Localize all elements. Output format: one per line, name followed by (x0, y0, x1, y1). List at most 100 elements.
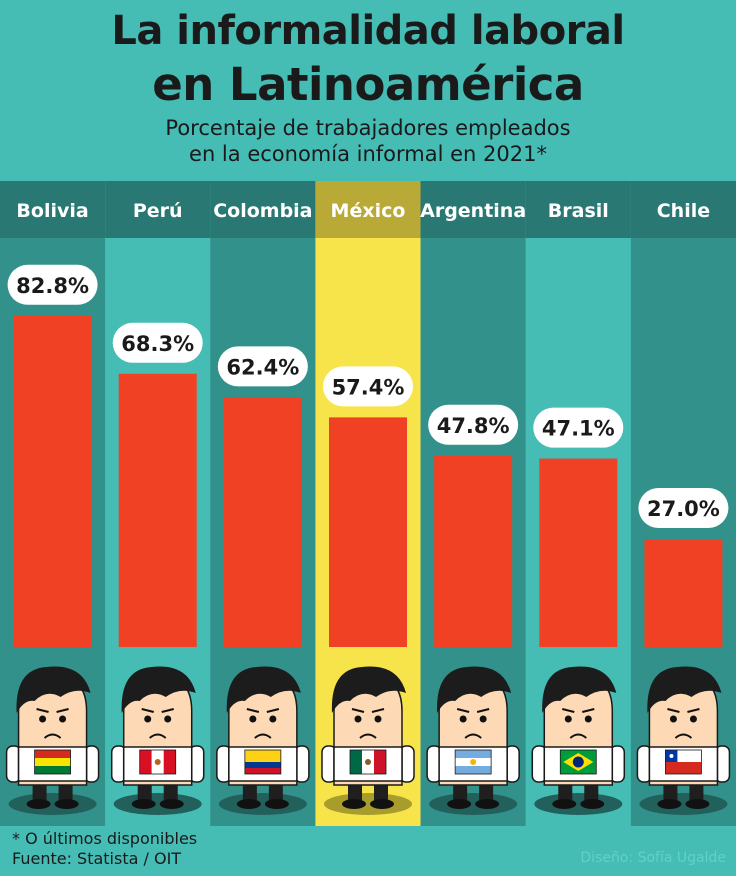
chart-title-line1: La informalidad laboral (111, 8, 625, 54)
flag-border (559, 749, 597, 775)
argentina-flag (454, 749, 492, 775)
worker-figure-icon (5, 666, 100, 815)
eye-right (584, 715, 592, 723)
eye-right (479, 715, 487, 723)
flag-stripe (244, 762, 281, 768)
footer-notes: * O últimos disponibles Fuente: Statista… (12, 829, 197, 869)
flag-stripe (139, 750, 152, 774)
colombia-flag (244, 749, 282, 775)
flag-border (139, 749, 177, 775)
flag-stripe (374, 750, 386, 774)
brow-right (687, 708, 700, 713)
value-label: 27.0% (647, 497, 720, 521)
frown-mouth (569, 733, 587, 739)
shoe-left (657, 799, 682, 809)
category-label: Argentina (420, 200, 526, 222)
eye-left (39, 715, 47, 723)
flag-border (34, 749, 71, 775)
brow-right (476, 708, 490, 713)
chart-title-line2: en Latinoamérica (152, 58, 584, 111)
category-header-band (315, 181, 421, 238)
shadow (639, 793, 728, 815)
bar (223, 397, 302, 647)
shoe-left (552, 799, 577, 809)
bolivia-flag (34, 749, 71, 775)
chart-subtitle-line1: Porcentaje de trabajadores empleados (165, 116, 571, 140)
shoe-right (475, 799, 500, 809)
bar-chart: Bolivia 82.8% Perú 68.3% Colombia 62.4% México… (0, 181, 736, 826)
eye-right (59, 715, 67, 723)
shadow (8, 793, 97, 815)
shoe-right (685, 799, 710, 809)
bar (434, 455, 513, 647)
eye-right (689, 715, 697, 723)
chile-flag (665, 749, 702, 775)
brow-left (562, 708, 575, 713)
eye-left (669, 715, 677, 723)
country-column: Perú 68.3% (105, 181, 211, 826)
shoe-left (342, 799, 366, 809)
category-header-band (630, 181, 736, 238)
value-label-pill (638, 488, 729, 528)
flag-stripe-bottom (665, 762, 702, 774)
shoe-right (54, 799, 79, 809)
value-label: 57.4% (332, 375, 405, 399)
category-label: Brasil (548, 200, 609, 222)
eye-left (144, 715, 152, 723)
country-column: Bolivia 82.8% (0, 181, 106, 826)
shadow (218, 793, 307, 815)
category-header-band (105, 181, 211, 238)
shoe-left (26, 799, 51, 809)
brow-left (667, 708, 680, 713)
flag-stripe (244, 768, 281, 774)
brow-right (161, 708, 174, 713)
bar (539, 458, 618, 647)
hair (121, 666, 196, 713)
flag-border (349, 749, 387, 775)
flag-stripe (455, 750, 492, 758)
shoe-right (370, 799, 394, 809)
eye-left (459, 715, 467, 723)
frown-mouth (464, 733, 482, 739)
frown-mouth (254, 733, 272, 739)
worker-figure-icon (321, 666, 415, 815)
flag-stripe (350, 750, 362, 774)
country-column: Chile 27.0% (630, 181, 736, 826)
value-label: 68.3% (121, 332, 194, 356)
value-label: 62.4% (226, 355, 299, 379)
flag-stripe (34, 766, 71, 774)
hair (542, 666, 617, 713)
category-label: Bolivia (16, 200, 88, 222)
shadow (113, 793, 202, 815)
frown-mouth (149, 733, 167, 739)
category-label: Colombia (213, 200, 312, 222)
bar (118, 373, 197, 647)
eye-right (164, 715, 172, 723)
bar (13, 315, 92, 647)
mexico-flag (349, 749, 387, 775)
category-label: Chile (657, 200, 710, 222)
category-header-band (525, 181, 631, 238)
shoe-right (580, 799, 605, 809)
brow-right (582, 708, 595, 713)
header: La informalidad laboral en Latinoamérica… (0, 0, 736, 181)
flag-border (665, 749, 702, 775)
flag-stripe (34, 758, 71, 766)
category-label: México (331, 200, 406, 222)
bar (644, 539, 723, 647)
brazil-flag (559, 749, 597, 775)
flag-stripe (34, 750, 71, 758)
brow-left (141, 708, 154, 713)
flag-star (669, 754, 674, 758)
value-label-pill (112, 322, 203, 363)
shadow (429, 793, 518, 815)
worker-figure-icon (531, 666, 626, 815)
eye-right (269, 715, 277, 723)
hair (16, 666, 91, 713)
category-header-band (420, 181, 526, 238)
flag-emblem (365, 759, 371, 765)
brow-right (266, 708, 280, 713)
shadow (324, 793, 412, 815)
eye-left (249, 715, 257, 723)
value-label-pill (323, 366, 413, 407)
